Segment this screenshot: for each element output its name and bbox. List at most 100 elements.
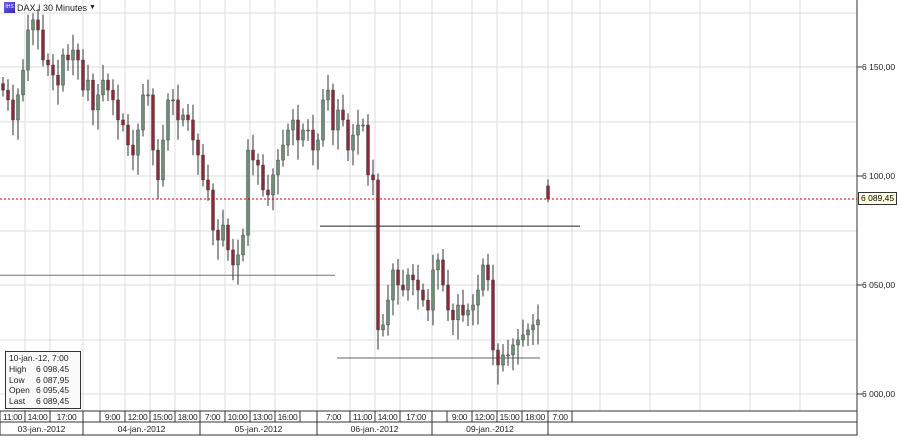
time-tick-label: 11:00 xyxy=(2,412,23,422)
candle-body xyxy=(391,269,395,301)
candle-body xyxy=(246,149,250,236)
candle-body xyxy=(426,299,430,311)
candle-body xyxy=(411,274,415,281)
candle-body xyxy=(431,269,435,311)
time-tick-label: 12:00 xyxy=(127,412,148,422)
candle-body xyxy=(191,119,195,141)
candle-body xyxy=(531,324,535,331)
candle-body xyxy=(61,54,65,86)
time-tick-label: 16:00 xyxy=(277,412,298,422)
ohlc-info-box: 10-jan.-12, 7:00 High 6 098,45 Low 6 087,9… xyxy=(5,351,81,409)
candle-body xyxy=(441,259,445,286)
candle-body xyxy=(466,309,470,316)
candle-body xyxy=(256,159,260,166)
candle-body xyxy=(296,119,300,141)
candle-body xyxy=(91,79,95,111)
candle-body xyxy=(121,119,125,126)
time-tick-label: 11:00 xyxy=(352,412,373,422)
time-tick-label: 7:00 xyxy=(325,412,342,422)
candle-body xyxy=(336,109,340,131)
candle-body xyxy=(321,99,325,141)
candle-body xyxy=(366,124,370,176)
time-tick-label: 7:00 xyxy=(552,412,568,422)
date-tick-label: 03-jan.-2012 xyxy=(17,424,66,434)
candle-body xyxy=(496,349,500,366)
info-label: Low xyxy=(9,374,25,385)
info-value: 6 089,45 xyxy=(36,396,70,407)
candle-body xyxy=(186,114,190,121)
candle-body xyxy=(276,159,280,176)
candle-body xyxy=(471,304,475,311)
candle-body xyxy=(31,19,35,31)
candle-body xyxy=(226,224,230,251)
time-tick-label: 12:00 xyxy=(474,412,495,422)
candle-body xyxy=(21,69,25,96)
candle-body xyxy=(326,89,330,101)
candle-body xyxy=(396,269,400,286)
date-axis-row xyxy=(0,421,858,436)
candle-body xyxy=(1,83,5,91)
date-tick-label: 06-jan.-2012 xyxy=(350,424,399,434)
candle-body xyxy=(416,279,420,291)
candle-body xyxy=(521,334,525,341)
y-tick-label: 6 000,00 xyxy=(862,389,896,399)
candle-body xyxy=(106,79,110,91)
candle-body xyxy=(266,189,270,196)
candle-body xyxy=(241,234,245,256)
chart-title[interactable]: IHS DAX.I 30 Minutes ▼ xyxy=(4,2,96,13)
candle-body xyxy=(341,109,345,121)
time-tick-label: 14:00 xyxy=(377,412,398,422)
candle-body xyxy=(126,124,130,146)
candle-body xyxy=(491,279,495,351)
date-tick-label: 05-jan.-2012 xyxy=(234,424,283,434)
candle-body xyxy=(146,94,150,97)
candle-body xyxy=(481,264,485,291)
info-date: 10-jan.-12, 7:00 xyxy=(9,353,69,363)
candle-body xyxy=(46,59,50,66)
candle-body xyxy=(291,119,295,131)
candle-body xyxy=(151,94,155,151)
candle-body xyxy=(331,89,335,131)
info-label: Open xyxy=(9,385,30,396)
candle-body xyxy=(116,99,120,121)
candle-body xyxy=(156,149,160,181)
candle-body xyxy=(506,354,510,357)
info-label: Last xyxy=(9,396,26,407)
info-value: 6 095,45 xyxy=(36,385,70,396)
candle-body xyxy=(486,264,490,281)
time-tick-label: 14:00 xyxy=(27,412,48,422)
date-tick-label: 09-jan.-2012 xyxy=(466,424,514,434)
candle-body xyxy=(161,139,165,181)
candle-body xyxy=(546,185,550,200)
candle-body xyxy=(111,89,115,101)
info-value: 6 087,95 xyxy=(36,374,70,385)
candle-body xyxy=(381,324,385,331)
candle-body xyxy=(356,124,360,136)
candle-body xyxy=(346,119,350,151)
candle-body xyxy=(476,289,480,306)
candle-body xyxy=(306,129,310,132)
title-text: DAX.I 30 Minutes xyxy=(17,2,88,13)
candle-body xyxy=(86,79,90,91)
candle-body xyxy=(236,254,240,266)
dropdown-arrow-icon[interactable]: ▼ xyxy=(89,4,96,11)
time-tick-label: 15:00 xyxy=(152,412,173,422)
candle-body xyxy=(516,339,520,346)
time-tick-label: 13:00 xyxy=(252,412,273,422)
time-tick-label: 7:00 xyxy=(204,412,221,422)
candle-body xyxy=(406,274,410,291)
candle-body xyxy=(76,49,80,61)
time-tick-label: 9:00 xyxy=(104,412,121,422)
candle-body xyxy=(456,304,460,321)
candle-body xyxy=(201,154,205,181)
candle-body xyxy=(6,89,10,101)
candle-body xyxy=(286,129,290,146)
candle-body xyxy=(526,329,530,336)
candle-body xyxy=(376,179,380,331)
time-tick-label: 15:00 xyxy=(499,412,520,422)
y-tick-label: 6 100,00 xyxy=(862,171,896,181)
candle-body xyxy=(216,229,220,241)
candle-body xyxy=(141,94,145,131)
